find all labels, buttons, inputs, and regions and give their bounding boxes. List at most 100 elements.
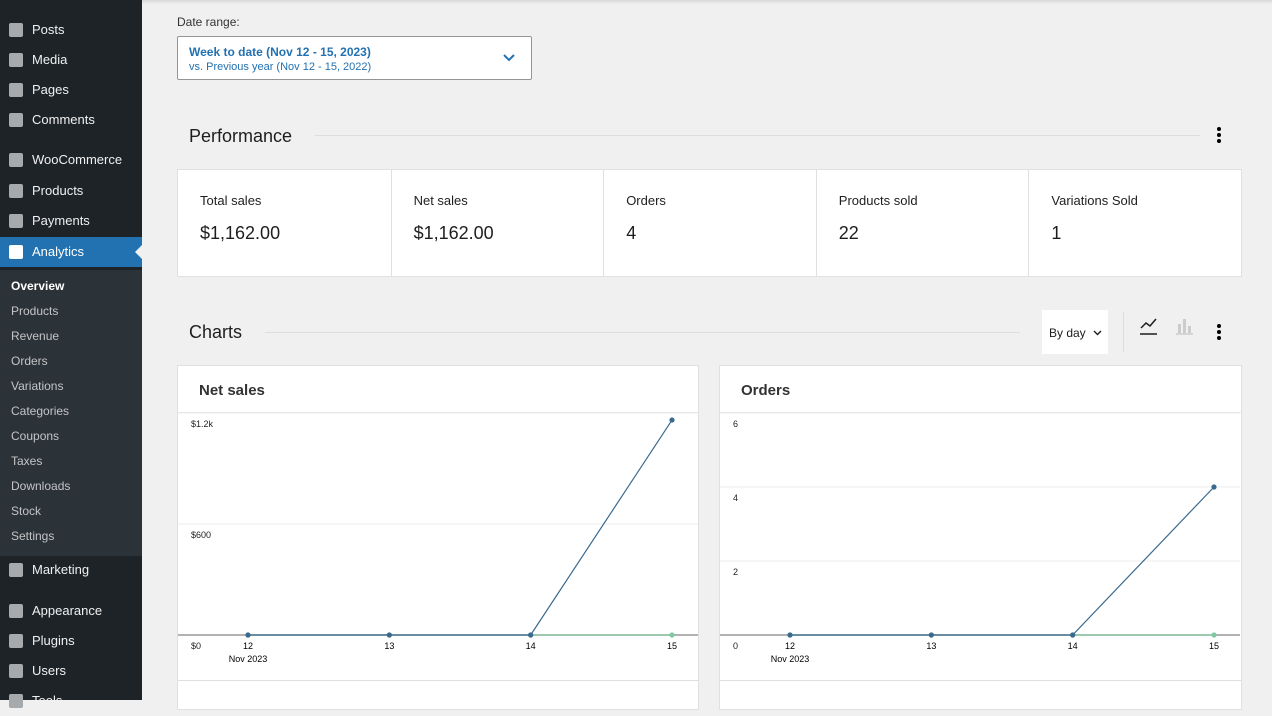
data-point [669, 632, 675, 638]
chart-card: Net sales $0 $600 $1.2k 12 13 14 15 Nov 2023 [177, 365, 699, 681]
interval-select[interactable]: By day [1042, 310, 1108, 354]
stat-value: $1,162.00 [413, 223, 494, 243]
menu-icon [9, 113, 23, 127]
chart: $0 $600 $1.2k 12 13 14 15 Nov 2023 [178, 413, 698, 664]
menu-label: WooCommerce [32, 152, 123, 167]
bar-chart-toggle[interactable] [1175, 316, 1195, 336]
interval-label: By day [1049, 326, 1086, 340]
menu-label: Pages [32, 82, 69, 97]
menu-item[interactable]: Posts [0, 15, 142, 45]
stat-cell[interactable]: Orders 4 [603, 170, 816, 276]
stat-label: Total sales [200, 193, 262, 208]
data-point [787, 632, 793, 638]
menu-item[interactable]: Marketing [0, 555, 142, 585]
kebab-menu[interactable] [1214, 126, 1224, 144]
menu-item[interactable]: Pages [0, 75, 142, 105]
chart-card [719, 680, 1242, 710]
y-tick-label: 4 [733, 493, 738, 503]
submenu-item[interactable]: Categories [11, 404, 70, 418]
menu-icon [9, 23, 23, 37]
data-point [928, 632, 934, 638]
menu-label: Appearance [32, 603, 103, 618]
x-tick-label: 12 [785, 641, 795, 651]
menu-icon [9, 604, 23, 618]
menu-item[interactable]: Tools [0, 686, 142, 716]
menu-icon [9, 214, 23, 228]
submenu-bg [0, 270, 142, 556]
data-point [1211, 484, 1217, 490]
chevron [1093, 330, 1102, 336]
menu-label: Posts [32, 22, 65, 37]
stat-cell[interactable]: Total sales $1,162.00 [178, 170, 391, 276]
divider [265, 332, 1020, 333]
stat-value: 4 [626, 223, 637, 243]
menu-item[interactable]: Payments [0, 206, 142, 236]
date-secondary: vs. Previous year (Nov 12 - 15, 2022) [189, 61, 372, 73]
kebab-menu[interactable] [1214, 323, 1224, 341]
submenu-item[interactable]: Downloads [11, 479, 71, 493]
x-tick-label: 13 [384, 641, 394, 651]
menu-item[interactable]: Products [0, 176, 142, 206]
stat-value: 22 [838, 223, 859, 243]
menu-icon [9, 563, 23, 577]
stat-cell[interactable]: Net sales $1,162.00 [390, 170, 604, 276]
x-tick-label: 14 [1068, 641, 1078, 651]
menu-icon [9, 53, 23, 67]
submenu-item[interactable]: Settings [11, 529, 55, 543]
chart-card [177, 680, 699, 710]
active-arrow [128, 245, 142, 259]
menu-icon [9, 153, 23, 167]
x-tick-label: 15 [1209, 641, 1219, 651]
submenu-item[interactable]: Stock [11, 504, 42, 518]
y-tick-label: 2 [733, 567, 738, 577]
menu-item[interactable]: Users [0, 656, 142, 686]
menu-item[interactable]: Plugins [0, 626, 142, 656]
data-point [1070, 632, 1076, 638]
submenu-item[interactable]: Products [11, 304, 59, 318]
y-tick-label: 6 [733, 419, 738, 429]
stat-label: Variations Sold [1051, 193, 1138, 208]
menu-label: Comments [32, 112, 95, 127]
data-point [386, 632, 392, 638]
stats-row: Total sales $1,162.00 Net sales $1,162.00 Or… [177, 169, 1242, 277]
menu-icon [9, 694, 23, 708]
menu-item[interactable]: Comments [0, 105, 142, 135]
stat-label: Orders [626, 193, 666, 208]
sidebar: Posts Media Pages Comments WooCommerce Produc… [0, 0, 142, 708]
chart-title: Net sales [199, 382, 265, 399]
submenu-item[interactable]: Orders [11, 354, 48, 368]
menu-icon [9, 634, 23, 648]
stat-label: Net sales [413, 193, 468, 208]
y-tick-label: $600 [191, 530, 211, 540]
chevron [503, 54, 515, 62]
submenu-item[interactable]: Overview [11, 279, 65, 293]
x-tick-label: 14 [526, 641, 536, 651]
charts-title: Charts [189, 322, 243, 342]
menu-item[interactable]: Appearance [0, 596, 142, 626]
performance-title: Performance [189, 126, 293, 146]
stat-cell[interactable]: Products sold 22 [815, 170, 1029, 276]
stat-cell[interactable]: Variations Sold 1 [1028, 170, 1241, 276]
divider [1123, 312, 1124, 352]
menu-label: Marketing [32, 562, 90, 577]
menu-item[interactable]: WooCommerce [0, 145, 142, 175]
submenu-item[interactable]: Variations [11, 379, 64, 393]
chart: 0 2 4 6 12 13 14 15 Nov 2023 [720, 413, 1240, 664]
x-tick-label: 12 [243, 641, 253, 651]
menu-label: Analytics [32, 244, 85, 259]
menu-icon [9, 664, 23, 678]
submenu-item[interactable]: Revenue [11, 329, 60, 343]
y-tick-label: $0 [191, 641, 201, 651]
line-chart-toggle[interactable] [1139, 316, 1159, 336]
data-point [528, 632, 534, 638]
menu-label: Media [32, 52, 68, 67]
date-range-picker[interactable]: Week to date (Nov 12 - 15, 2023) vs. Pre… [177, 36, 532, 80]
menu-item[interactable]: Analytics [0, 237, 142, 267]
data-point [245, 632, 251, 638]
submenu-item[interactable]: Coupons [11, 429, 60, 443]
menu-label: Plugins [32, 633, 75, 648]
menu-label: Users [32, 663, 66, 678]
submenu-item[interactable]: Taxes [11, 454, 43, 468]
menu-item[interactable]: Media [0, 45, 142, 75]
y-tick-label: 0 [733, 641, 738, 651]
